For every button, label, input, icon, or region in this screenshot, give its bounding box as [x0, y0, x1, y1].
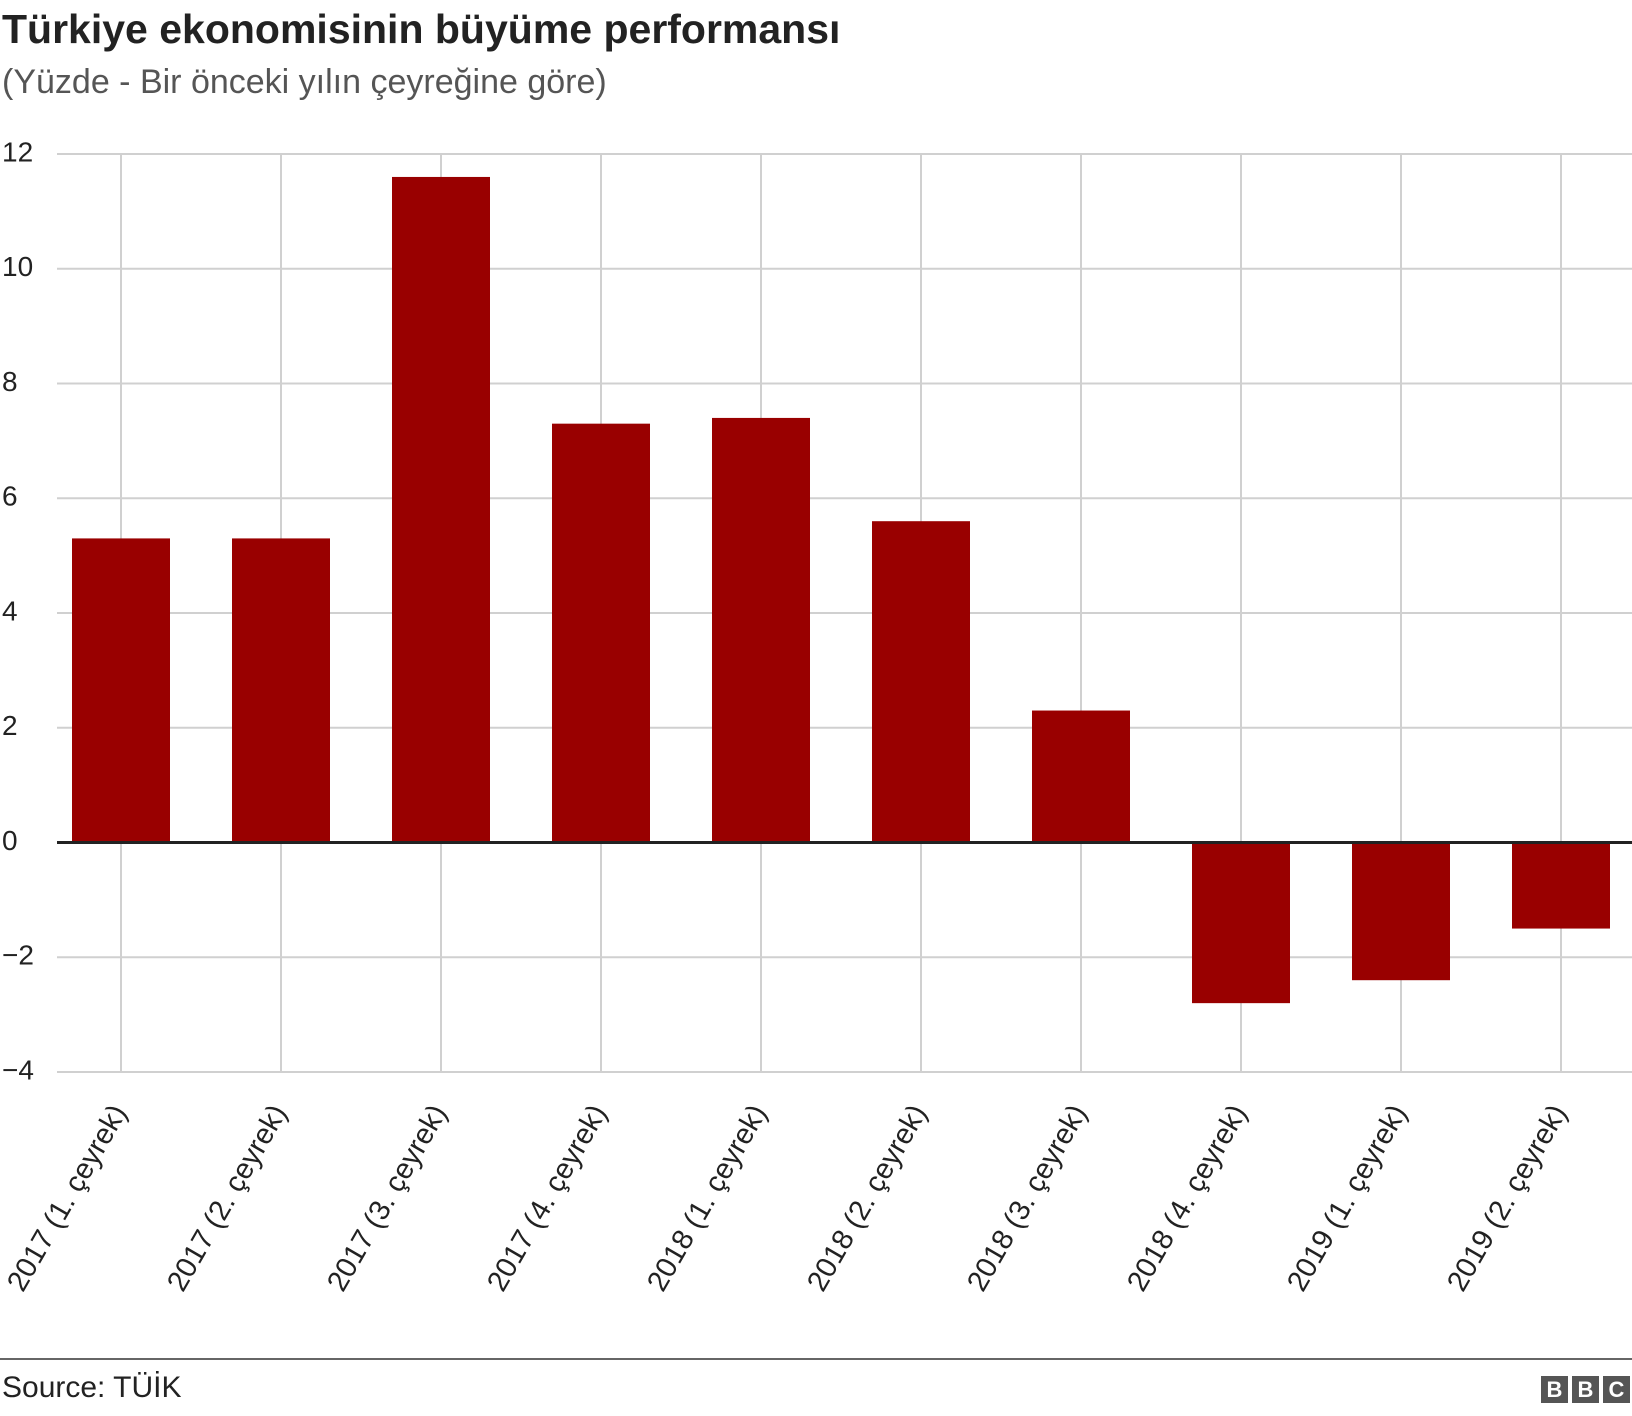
y-tick-label: 12 — [2, 136, 33, 167]
y-tick-label: −2 — [2, 940, 34, 971]
x-tick-label: 2018 (4. çeyrek) — [1121, 1099, 1253, 1296]
bar — [232, 538, 330, 843]
y-tick-label: −4 — [2, 1054, 34, 1085]
x-tick-label: 2018 (1. çeyrek) — [641, 1099, 773, 1296]
logo-letter: B — [1578, 1377, 1594, 1402]
y-tick-label: 0 — [2, 825, 18, 856]
bar — [872, 521, 970, 843]
x-tick-label: 2018 (3. çeyrek) — [961, 1099, 1093, 1296]
bar — [1512, 842, 1610, 929]
y-tick-label: 4 — [2, 595, 18, 626]
y-tick-label: 2 — [2, 710, 18, 741]
chart-subtitle: (Yüzde - Bir önceki yılın çeyreğine göre… — [2, 63, 607, 101]
bar — [552, 423, 650, 843]
bar — [712, 417, 810, 843]
x-tick-label: 2019 (2. çeyrek) — [1441, 1099, 1573, 1296]
y-tick-label: 6 — [2, 481, 18, 512]
bar — [392, 176, 490, 843]
bar — [1032, 710, 1130, 843]
x-tick-label: 2018 (2. çeyrek) — [801, 1099, 933, 1296]
logo-box — [1603, 1376, 1630, 1403]
x-tick-label: 2017 (2. çeyrek) — [161, 1099, 293, 1296]
y-tick-label: 8 — [2, 366, 18, 397]
y-tick-label: 10 — [2, 251, 33, 282]
logo-letter: C — [1609, 1377, 1625, 1402]
x-tick-label: 2017 (1. çeyrek) — [1, 1099, 133, 1296]
logo-box — [1572, 1376, 1599, 1403]
source: Source: TÜİK — [2, 1371, 182, 1404]
x-tick-label: 2019 (1. çeyrek) — [1281, 1099, 1413, 1296]
logo-letter: B — [1547, 1377, 1563, 1402]
bar — [1192, 842, 1290, 1004]
bar — [72, 538, 170, 843]
bar — [1352, 842, 1450, 981]
x-tick-label: 2017 (4. çeyrek) — [481, 1099, 613, 1296]
x-tick-label: 2017 (3. çeyrek) — [321, 1099, 453, 1296]
logo-box — [1541, 1376, 1568, 1403]
chart-title: Türkiye ekonomisinin büyüme performansı — [2, 6, 840, 52]
